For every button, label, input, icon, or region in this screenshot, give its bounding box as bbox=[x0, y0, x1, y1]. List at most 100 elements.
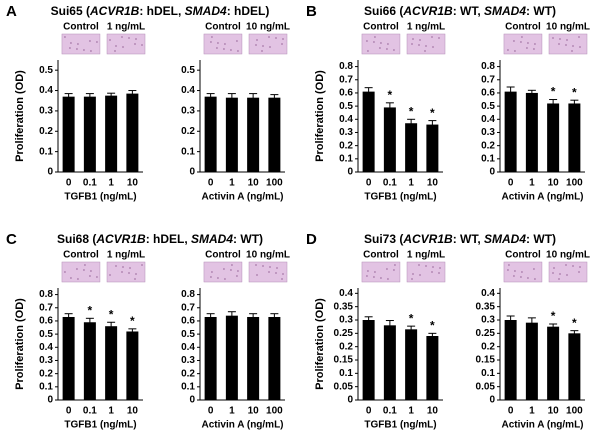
y-tick-label: 0.2 bbox=[339, 341, 353, 352]
cell-dot bbox=[507, 269, 509, 271]
micrograph bbox=[61, 261, 101, 283]
title-part: ACVR1B bbox=[89, 4, 140, 18]
y-tick-label: 0.3 bbox=[481, 127, 495, 138]
cell-dot bbox=[513, 275, 515, 277]
y-tick-label: 0.2 bbox=[481, 140, 495, 151]
cell-dot bbox=[70, 42, 72, 44]
cell-dot bbox=[559, 38, 561, 40]
panel-title: Sui68 (ACVR1B: hDEL, SMAD4: WT) bbox=[57, 232, 263, 246]
y-tick-label: 0 bbox=[347, 167, 353, 178]
cell-dot bbox=[572, 45, 574, 47]
cell-dot bbox=[211, 271, 213, 273]
y-tick-label: 0.2 bbox=[39, 368, 53, 379]
panel-title: Sui73 (ACVR1B: WT, SMAD4: WT) bbox=[364, 232, 556, 246]
y-tick-label: 0.8 bbox=[181, 289, 195, 300]
image-label: Control bbox=[205, 22, 241, 33]
cell-dot bbox=[261, 50, 263, 52]
cell-dot bbox=[425, 265, 427, 267]
significance: * bbox=[551, 85, 556, 99]
cell-dot bbox=[210, 276, 212, 278]
y-tick-label: 0.2 bbox=[39, 126, 53, 137]
cell-dot bbox=[379, 47, 381, 49]
image-label: 10 ng/mL bbox=[246, 250, 290, 261]
cell-dot bbox=[76, 48, 78, 50]
y-tick-label: 0.1 bbox=[481, 153, 495, 164]
error-bar bbox=[385, 102, 394, 113]
error-bar bbox=[64, 313, 73, 321]
cell-dot bbox=[579, 46, 581, 48]
y-tick-label: 0.3 bbox=[339, 127, 353, 138]
bar bbox=[126, 331, 139, 400]
x-tick-label: 0.1 bbox=[83, 178, 97, 189]
significance: * bbox=[572, 85, 577, 99]
error-bar bbox=[385, 320, 394, 331]
y-tick-label: 0.2 bbox=[481, 341, 495, 352]
y-tick-label: 0.8 bbox=[481, 61, 495, 72]
bar bbox=[62, 316, 75, 400]
x-axis-label: Activin A (ng/mL) bbox=[201, 420, 283, 431]
x-tick-label: 100 bbox=[266, 406, 283, 417]
x-tick-label: 0 bbox=[508, 178, 514, 189]
micrograph bbox=[361, 33, 401, 55]
cell-dot bbox=[96, 276, 98, 278]
cell-dot bbox=[507, 49, 509, 51]
x-tick-label: 1 bbox=[408, 178, 414, 189]
error-bar bbox=[227, 311, 236, 320]
micrograph bbox=[503, 261, 543, 283]
x-axis-label: TGFB1 (ng/mL) bbox=[364, 420, 436, 431]
cell-dot bbox=[514, 50, 516, 52]
image-label: Control bbox=[63, 250, 99, 261]
x-tick-label: 10 bbox=[427, 406, 439, 417]
error-bar bbox=[506, 315, 515, 324]
bar bbox=[405, 123, 418, 172]
error-bar bbox=[270, 94, 279, 101]
micrograph bbox=[248, 261, 288, 283]
y-tick-label: 0.3 bbox=[181, 106, 195, 117]
cell-dot bbox=[439, 267, 441, 269]
title-part: : WT) bbox=[526, 4, 556, 18]
x-tick-label: 10 bbox=[548, 178, 560, 189]
x-tick-label: 0 bbox=[508, 406, 514, 417]
cell-dot bbox=[90, 50, 92, 52]
y-tick-label: 0.6 bbox=[39, 316, 53, 327]
y-tick-label: 0.6 bbox=[339, 88, 353, 99]
error-bar bbox=[506, 86, 515, 97]
bar bbox=[362, 320, 375, 400]
significance: * bbox=[409, 311, 414, 325]
bar bbox=[568, 103, 581, 172]
cell-dot bbox=[210, 41, 212, 43]
x-tick-label: 0 bbox=[366, 406, 372, 417]
cell-dot bbox=[281, 43, 283, 45]
cell-dot bbox=[256, 274, 258, 276]
panel-letter: A bbox=[6, 3, 17, 20]
y-tick-label: 0 bbox=[47, 395, 53, 406]
bar bbox=[225, 97, 238, 172]
cell-dot bbox=[386, 48, 388, 50]
y-tick-label: 0.7 bbox=[481, 74, 495, 85]
cell-dot bbox=[268, 271, 270, 273]
cell-dot bbox=[262, 45, 264, 47]
micrograph bbox=[406, 33, 446, 55]
cell-dot bbox=[558, 278, 560, 280]
cell-dot bbox=[534, 278, 536, 280]
x-tick-label: 0.1 bbox=[83, 406, 97, 417]
y-tick-label: 0.4 bbox=[181, 85, 195, 96]
cell-dot bbox=[366, 275, 368, 277]
x-tick-label: 0 bbox=[66, 406, 72, 417]
cell-dot bbox=[216, 47, 218, 49]
x-tick-label: 0 bbox=[366, 178, 372, 189]
bar bbox=[268, 316, 281, 400]
bar bbox=[268, 97, 281, 172]
y-tick-label: 0.15 bbox=[476, 355, 496, 366]
cell-dot bbox=[69, 47, 71, 49]
bar bbox=[547, 326, 560, 400]
x-axis-label: TGFB1 (ng/mL) bbox=[364, 192, 436, 203]
x-axis-label: Activin A (ng/mL) bbox=[501, 192, 583, 203]
y-tick-label: 0.6 bbox=[481, 88, 495, 99]
error-bar bbox=[107, 92, 116, 99]
cell-dot bbox=[282, 38, 284, 40]
cell-dot bbox=[122, 46, 124, 48]
title-part: ACVR1B bbox=[95, 232, 146, 246]
bar bbox=[225, 315, 238, 400]
y-tick-label: 0.1 bbox=[181, 381, 195, 392]
